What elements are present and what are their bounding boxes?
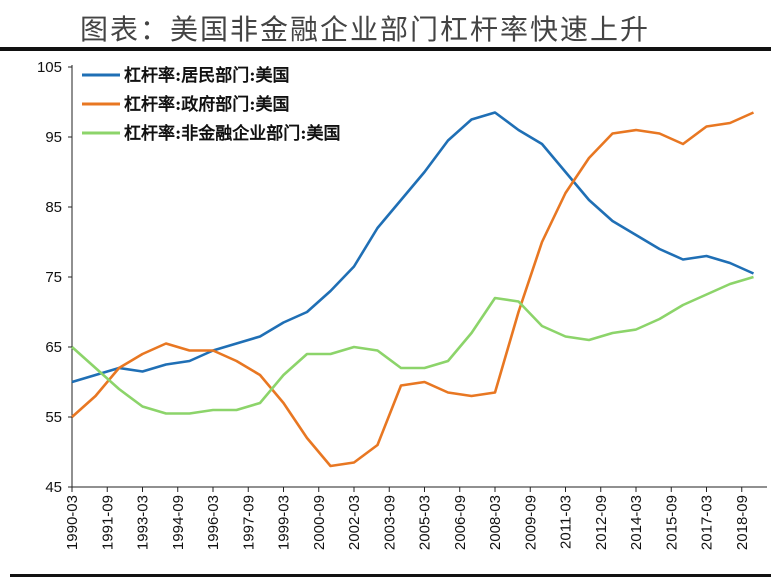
- y-tick-label: 45: [45, 479, 62, 496]
- chart-title: 图表：美国非金融企业部门杠杆率快速上升: [80, 13, 651, 46]
- title-divider: [0, 47, 771, 51]
- series-line-1: [71, 111, 755, 384]
- x-tick-label: 1996-03: [205, 495, 222, 550]
- x-tick-label: 2012-09: [593, 495, 610, 550]
- x-tick-label: 1997-09: [240, 495, 257, 550]
- x-tick-label: 2005-03: [417, 495, 434, 550]
- bottom-divider: [10, 574, 771, 577]
- x-tick-label: 2002-03: [346, 495, 363, 550]
- legend-label-3: 杠杆率:非金融企业部门:美国: [124, 123, 341, 144]
- x-tick-label: 2006-09: [452, 495, 469, 550]
- y-tick-label: 85: [45, 199, 62, 216]
- x-tick-label: 2011-03: [558, 495, 575, 549]
- x-tick-label: 2009-09: [522, 495, 539, 550]
- y-tick-label: 65: [45, 339, 62, 356]
- x-tick-label: 1994-09: [170, 495, 187, 550]
- x-tick-label: 2015-09: [663, 495, 680, 550]
- x-tick-label: 2018-09: [734, 495, 751, 550]
- series-line-3: [71, 275, 754, 415]
- x-tick-label: 1993-03: [135, 495, 152, 550]
- x-tick-label: 1990-03: [64, 495, 81, 550]
- x-tick-label: 2017-03: [699, 495, 716, 550]
- y-tick-label: 75: [45, 269, 62, 286]
- y-tick-label: 105: [37, 59, 62, 76]
- x-tick-label: 2014-03: [628, 495, 645, 550]
- series-line-2: [71, 111, 755, 468]
- y-tick-label: 55: [45, 409, 62, 426]
- x-tick-label: 1991-09: [99, 495, 116, 550]
- legend-label-2: 杠杆率:政府部门:美国: [124, 94, 290, 115]
- x-tick-label: 1999-03: [276, 495, 293, 550]
- legend-label-1: 杠杆率:居民部门:美国: [124, 65, 290, 86]
- x-tick-label: 2000-09: [311, 495, 328, 550]
- y-tick-label: 95: [45, 129, 62, 146]
- x-tick-label: 2008-03: [487, 495, 504, 550]
- x-tick-label: 2003-09: [381, 495, 398, 550]
